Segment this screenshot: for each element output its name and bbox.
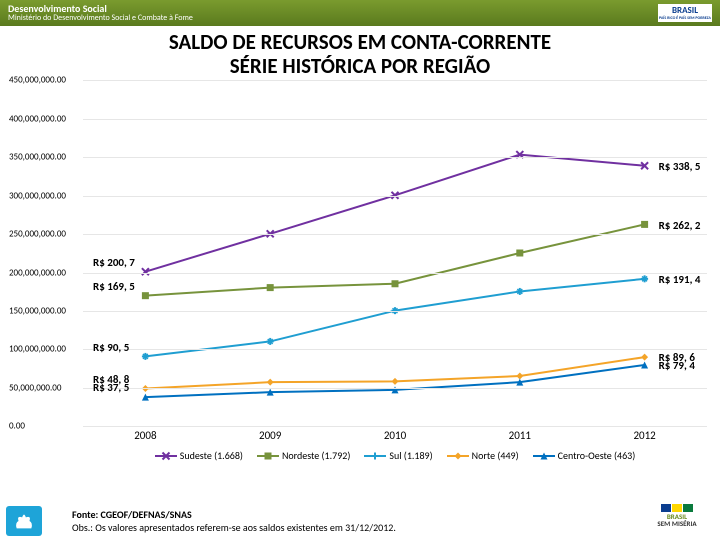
logo-right-l2: SEM MISÉRIA xyxy=(657,519,696,528)
footer-logo-right: BRASIL SEM MISÉRIA xyxy=(642,504,712,534)
footer-source: Fonte: CGEOF/DEFNAS/SNAS Obs.: Os valore… xyxy=(72,508,396,534)
legend-item: Sudeste (1.668) xyxy=(155,449,243,462)
legend-label: Sudeste (1.668) xyxy=(180,449,243,462)
gridline xyxy=(83,311,707,312)
footer: Fonte: CGEOF/DEFNAS/SNAS Obs.: Os valore… xyxy=(8,504,712,534)
x-tick-label: 2008 xyxy=(134,429,156,442)
y-tick-label: 450,000,000.00 xyxy=(9,75,79,86)
brand-flag: BRASIL PAÍS RICO É PAÍS SEM POBREZA xyxy=(658,4,712,22)
y-tick-label: 250,000,000.00 xyxy=(9,229,79,240)
header-line2: Ministério do Desenvolvimento Social e C… xyxy=(8,14,193,23)
title-line1: SALDO DE RECURSOS EM CONTA-CORRENTE xyxy=(169,29,551,55)
legend: Sudeste (1.668) Nordeste (1.792) Sul (1.18… xyxy=(83,449,707,462)
y-tick-label: 150,000,000.00 xyxy=(9,305,79,316)
y-tick-label: 100,000,000.00 xyxy=(9,344,79,355)
source-text: Fonte: CGEOF/DEFNAS/SNAS xyxy=(72,508,192,521)
brand-text: BRASIL xyxy=(672,5,698,16)
legend-label: Sul (1.189) xyxy=(389,449,432,462)
gridline xyxy=(83,273,707,274)
header-text: Desenvolvimento Social Ministério do Des… xyxy=(8,3,193,23)
series-start-label: R$ 200, 7 xyxy=(93,256,135,269)
brand-sub: PAÍS RICO É PAÍS SEM POBREZA xyxy=(659,16,711,21)
legend-item: Norte (449) xyxy=(447,449,519,462)
legend-label: Nordeste (1.792) xyxy=(282,449,350,462)
legend-item: Centro-Oeste (463) xyxy=(533,449,636,462)
series-end-label: R$ 262, 2 xyxy=(659,219,701,232)
legend-label: Centro-Oeste (463) xyxy=(558,449,636,462)
legend-label: Norte (449) xyxy=(472,449,519,462)
x-tick-label: 2012 xyxy=(633,429,655,442)
x-tick-label: 2009 xyxy=(259,429,281,442)
series-start-label: R$ 90, 5 xyxy=(93,341,129,354)
legend-item: Nordeste (1.792) xyxy=(257,449,350,462)
x-tick-label: 2010 xyxy=(384,429,406,442)
series-end-label: R$ 338, 5 xyxy=(659,160,701,173)
gridline xyxy=(83,349,707,350)
gridline xyxy=(83,426,707,427)
gridline xyxy=(83,157,707,158)
chart-svg xyxy=(9,80,711,462)
legend-item: Sul (1.189) xyxy=(364,449,432,462)
gridline xyxy=(83,234,707,235)
gridline xyxy=(83,196,707,197)
series-start-label: R$ 37, 5 xyxy=(93,381,129,394)
header-bar: Desenvolvimento Social Ministério do Des… xyxy=(0,0,720,26)
series-end-label: R$ 191, 4 xyxy=(659,273,701,286)
y-tick-label: 0.00 xyxy=(9,421,79,432)
series-start-label: R$ 169, 5 xyxy=(93,280,135,293)
chart: Sudeste (1.668) Nordeste (1.792) Sul (1.18… xyxy=(9,80,711,462)
slide-body: SALDO DE RECURSOS EM CONTA-CORRENTE SÉRI… xyxy=(0,26,720,540)
series-end-label: R$ 79, 4 xyxy=(659,359,695,372)
gridline xyxy=(83,80,707,81)
y-tick-label: 200,000,000.00 xyxy=(9,267,79,278)
x-tick-label: 2011 xyxy=(509,429,531,442)
y-tick-label: 350,000,000.00 xyxy=(9,152,79,163)
gridline xyxy=(83,119,707,120)
y-tick-label: 300,000,000.00 xyxy=(9,190,79,201)
obs-text: Obs.: Os valores apresentados referem-se… xyxy=(72,521,396,534)
title-line2: SÉRIE HISTÓRICA POR REGIÃO xyxy=(230,53,491,79)
gridline xyxy=(83,388,707,389)
header-brand: BRASIL PAÍS RICO É PAÍS SEM POBREZA xyxy=(658,4,712,22)
y-tick-label: 400,000,000.00 xyxy=(9,113,79,124)
slide-title: SALDO DE RECURSOS EM CONTA-CORRENTE SÉRI… xyxy=(8,30,712,78)
y-tick-label: 50,000,000.00 xyxy=(9,382,79,393)
